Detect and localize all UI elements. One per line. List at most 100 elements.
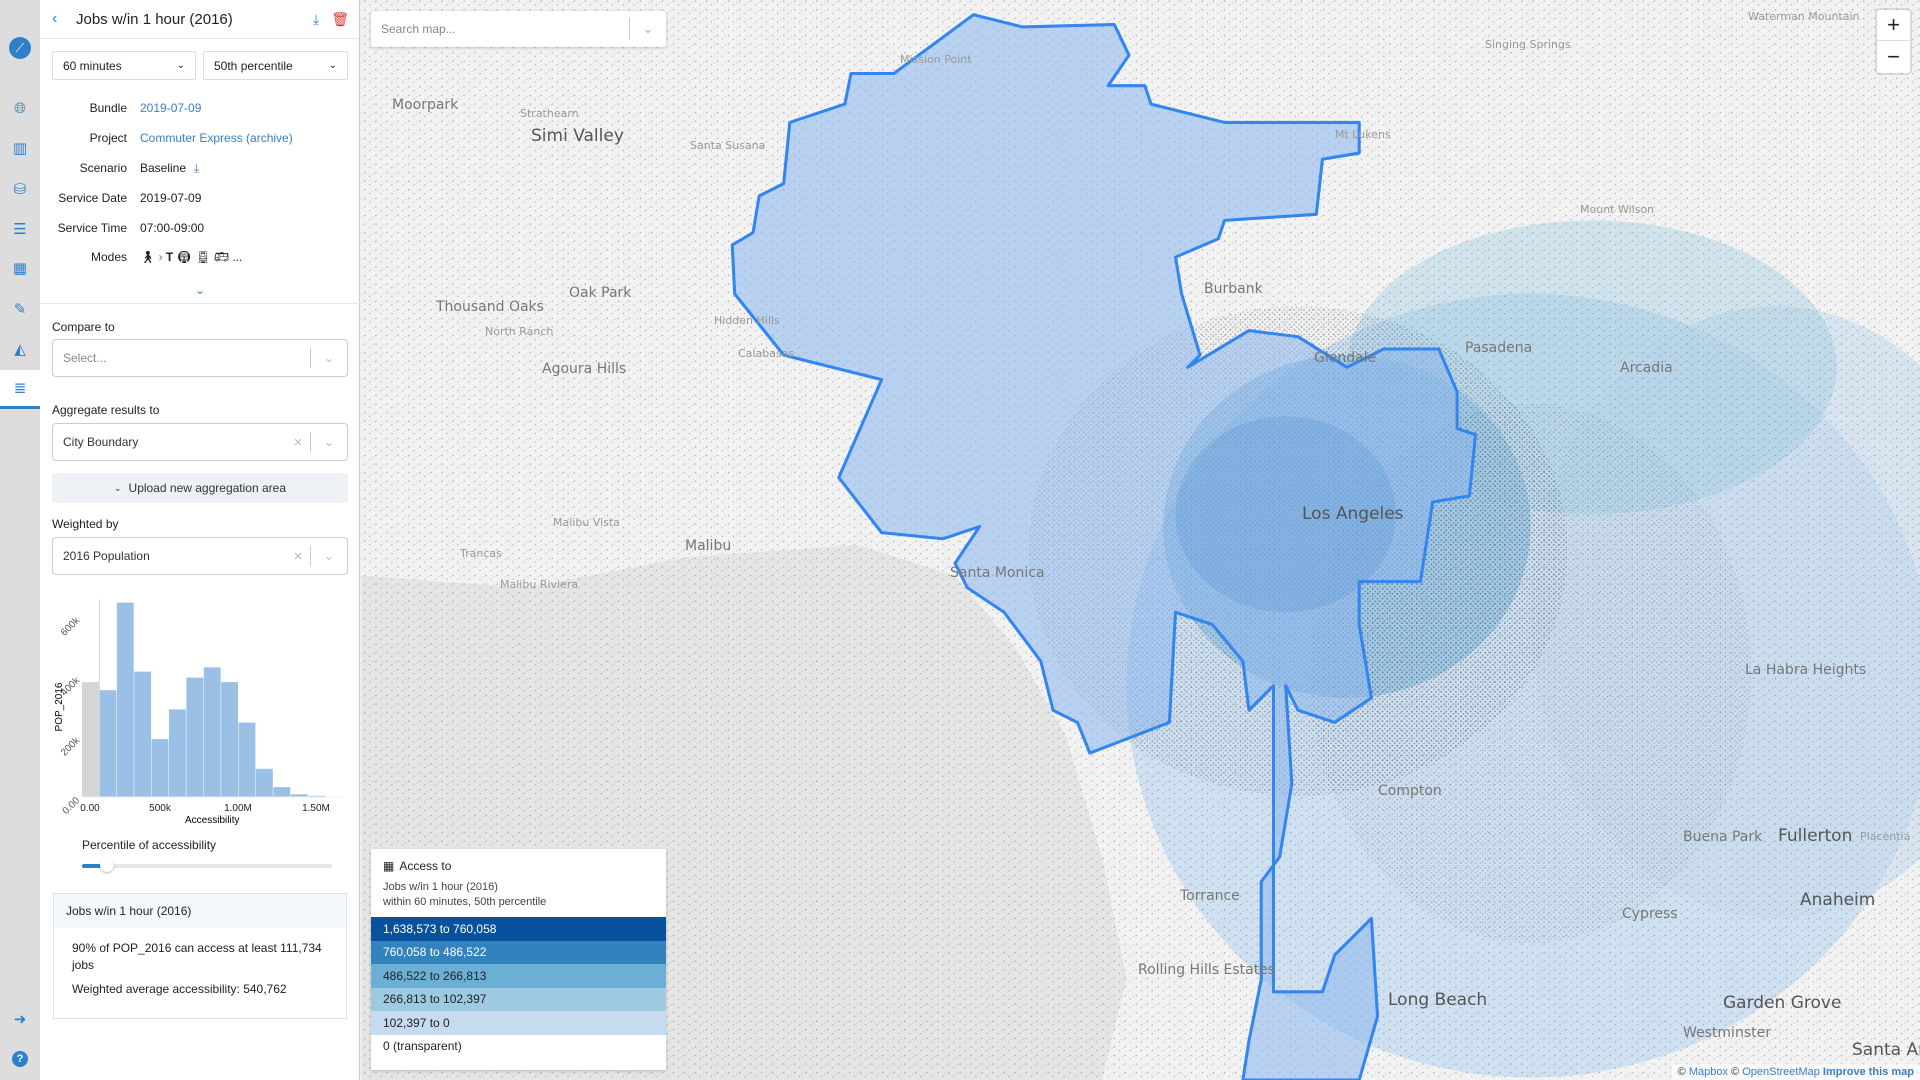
map-label: Santa Susana (690, 139, 766, 152)
map-label: Agoura Hills (542, 361, 627, 377)
map-label: Moorpark (392, 97, 459, 113)
weighted-select[interactable]: 2016 Population × ⌄ (52, 537, 348, 575)
copyright: © (1727, 1066, 1743, 1078)
map-label: Thousand Oaks (436, 299, 544, 315)
map-label: Malibu (685, 538, 732, 554)
download-icon[interactable]: ⤓ (194, 160, 200, 175)
summary-line: Weighted average accessibility: 540,762 (72, 982, 287, 996)
clear-icon[interactable]: × (293, 547, 303, 565)
improve-map-link[interactable]: Improve this map (1822, 1066, 1914, 1078)
info-value: 07:00-09:00 (140, 221, 205, 235)
legend-row: 760,058 to 486,522 (371, 940, 666, 964)
legend-subtitle: within 60 minutes, 50th percentile (383, 896, 547, 908)
histogram-bar (238, 722, 256, 797)
pencil-icon[interactable]: ✎ (13, 301, 27, 318)
mapbox-link[interactable]: Mapbox (1688, 1066, 1728, 1078)
aggregate-select[interactable]: City Boundary × ⌄ (52, 423, 348, 461)
histogram-bar (203, 667, 221, 797)
slider-fill (82, 864, 107, 868)
chevron-down-icon[interactable]: ⌄ (642, 22, 654, 36)
map-label: Placentia (1860, 830, 1911, 843)
copyright: © (1677, 1066, 1689, 1078)
map-label: Burbank (1204, 281, 1263, 297)
histogram-bar (308, 795, 326, 797)
zoom-in-button[interactable]: + (1877, 10, 1910, 41)
download-icon[interactable]: ⤓ (313, 10, 320, 27)
help-icon[interactable]: ? (0, 1041, 40, 1077)
map-label: Mt Lukens (1335, 128, 1391, 141)
info-row-scenario: Scenario Baseline ⤓ (40, 158, 360, 178)
chevron-right-icon: › (158, 250, 163, 264)
percentile-label: Percentile of accessibility (82, 838, 217, 852)
info-label: Service Time (57, 221, 127, 235)
osm-link[interactable]: OpenStreetMap (1742, 1066, 1820, 1078)
legend-subtitle: Jobs w/in 1 hour (2016) (383, 881, 498, 893)
clear-icon[interactable]: × (293, 433, 303, 451)
map-search[interactable]: Search map... ⌄ (371, 11, 666, 47)
chart-area-icon[interactable]: ◭ (14, 341, 26, 358)
y-axis-label: POP_2016 (54, 682, 65, 731)
info-label: Service Date (58, 191, 127, 205)
map-icon[interactable]: ▥ (12, 140, 28, 157)
more-modes: ... (232, 250, 243, 264)
map-label: Mount Wilson (1580, 203, 1655, 216)
database-icon[interactable]: ☰ (13, 221, 27, 238)
th-grid-icon[interactable]: ▦ (12, 260, 28, 277)
project-link[interactable]: Commuter Express (archive) (140, 131, 293, 145)
map-label: Santa Monica (950, 565, 1045, 581)
info-value: Baseline (140, 161, 187, 175)
histogram-bar (116, 602, 134, 797)
percentile-select[interactable]: 50th percentile ⌄ (203, 51, 348, 80)
map-label: Torrance (1180, 888, 1240, 904)
bundle-link[interactable]: 2019-07-09 (140, 101, 202, 115)
info-label: Modes (90, 250, 127, 264)
map-label: Oak Park (569, 285, 632, 301)
zoom-controls: + − (1877, 10, 1910, 73)
expand-chevron-icon[interactable]: ⌄ (194, 283, 206, 297)
map-label: Rolling Hills Estates (1138, 962, 1276, 978)
accessibility-histogram: 0.00 500k 1.00M 1.50M0.00200k400k600kAccess… (54, 599, 343, 825)
sign-out-icon[interactable]: ➜ (13, 1011, 27, 1028)
histogram-bar (99, 690, 117, 797)
percentile-slider[interactable] (82, 858, 332, 872)
chevron-down-icon: ⌄ (323, 549, 335, 563)
histogram-bar (134, 671, 152, 797)
map-label: Westminster (1683, 1025, 1771, 1041)
trash-icon[interactable]: 🗑︎ (331, 10, 349, 27)
weighted-label: Weighted by (52, 517, 119, 531)
info-value: 2019-07-09 (140, 191, 202, 205)
y-tick-label: 600k (59, 615, 83, 639)
info-row-service-date: Service Date 2019-07-09 (40, 188, 360, 208)
search-input[interactable]: Search map... (381, 22, 456, 36)
zoom-out-button[interactable]: − (1887, 43, 1900, 69)
icon-sidebar: ⟋ 🌐︎ ▥ ⛁ ☰ ▦ ✎ ◭ ≣ ➜ ? (0, 0, 40, 1080)
x-axis-label: Accessibility (185, 815, 239, 825)
map-label: La Habra Heights (1745, 662, 1867, 678)
summary-title: Jobs w/in 1 hour (2016) (54, 894, 346, 928)
compare-placeholder: Select... (63, 351, 107, 365)
cubes-icon[interactable]: ⛁ (13, 181, 27, 198)
slider-thumb[interactable] (100, 858, 114, 872)
city-boundary[interactable] (730, 13, 1478, 1080)
legend-row: 102,397 to 0 (371, 1011, 666, 1035)
modes-icons: 🚶︎ › T 🚇︎ 🚆︎ 🚌︎ ... (140, 250, 243, 264)
info-label: Bundle (89, 101, 127, 115)
time-cutoff-select[interactable]: 60 minutes ⌄ (52, 51, 196, 80)
upload-aggregation-button[interactable]: ⌄ Upload new aggregation area (52, 473, 348, 503)
logo-icon[interactable]: ⟋ (0, 30, 40, 66)
time-cutoff-value: 60 minutes (63, 58, 122, 73)
map-label: Glendale (1314, 350, 1377, 366)
map-label: Arcadia (1620, 360, 1673, 376)
globe-icon[interactable]: 🌐︎ (13, 99, 26, 117)
compare-select[interactable]: Select... ⌄ (52, 339, 348, 377)
histogram-bar (168, 709, 186, 797)
x-tick-label: 0.00 (80, 803, 100, 814)
server-icon[interactable]: ≣ (0, 370, 40, 409)
bus-icon: 🚌︎ (213, 250, 229, 264)
map-attribution: © Mapbox © OpenStreetMap Improve this ma… (1671, 1064, 1920, 1080)
summary-line: 90% of POP_2016 can access at least 111,… (72, 941, 322, 972)
back-chevron-icon[interactable]: ‹ (52, 10, 58, 27)
page-title: Jobs w/in 1 hour (2016) (76, 10, 233, 28)
x-tick-label: 1.50M (302, 803, 330, 814)
map-label: Long Beach (1388, 990, 1488, 1010)
